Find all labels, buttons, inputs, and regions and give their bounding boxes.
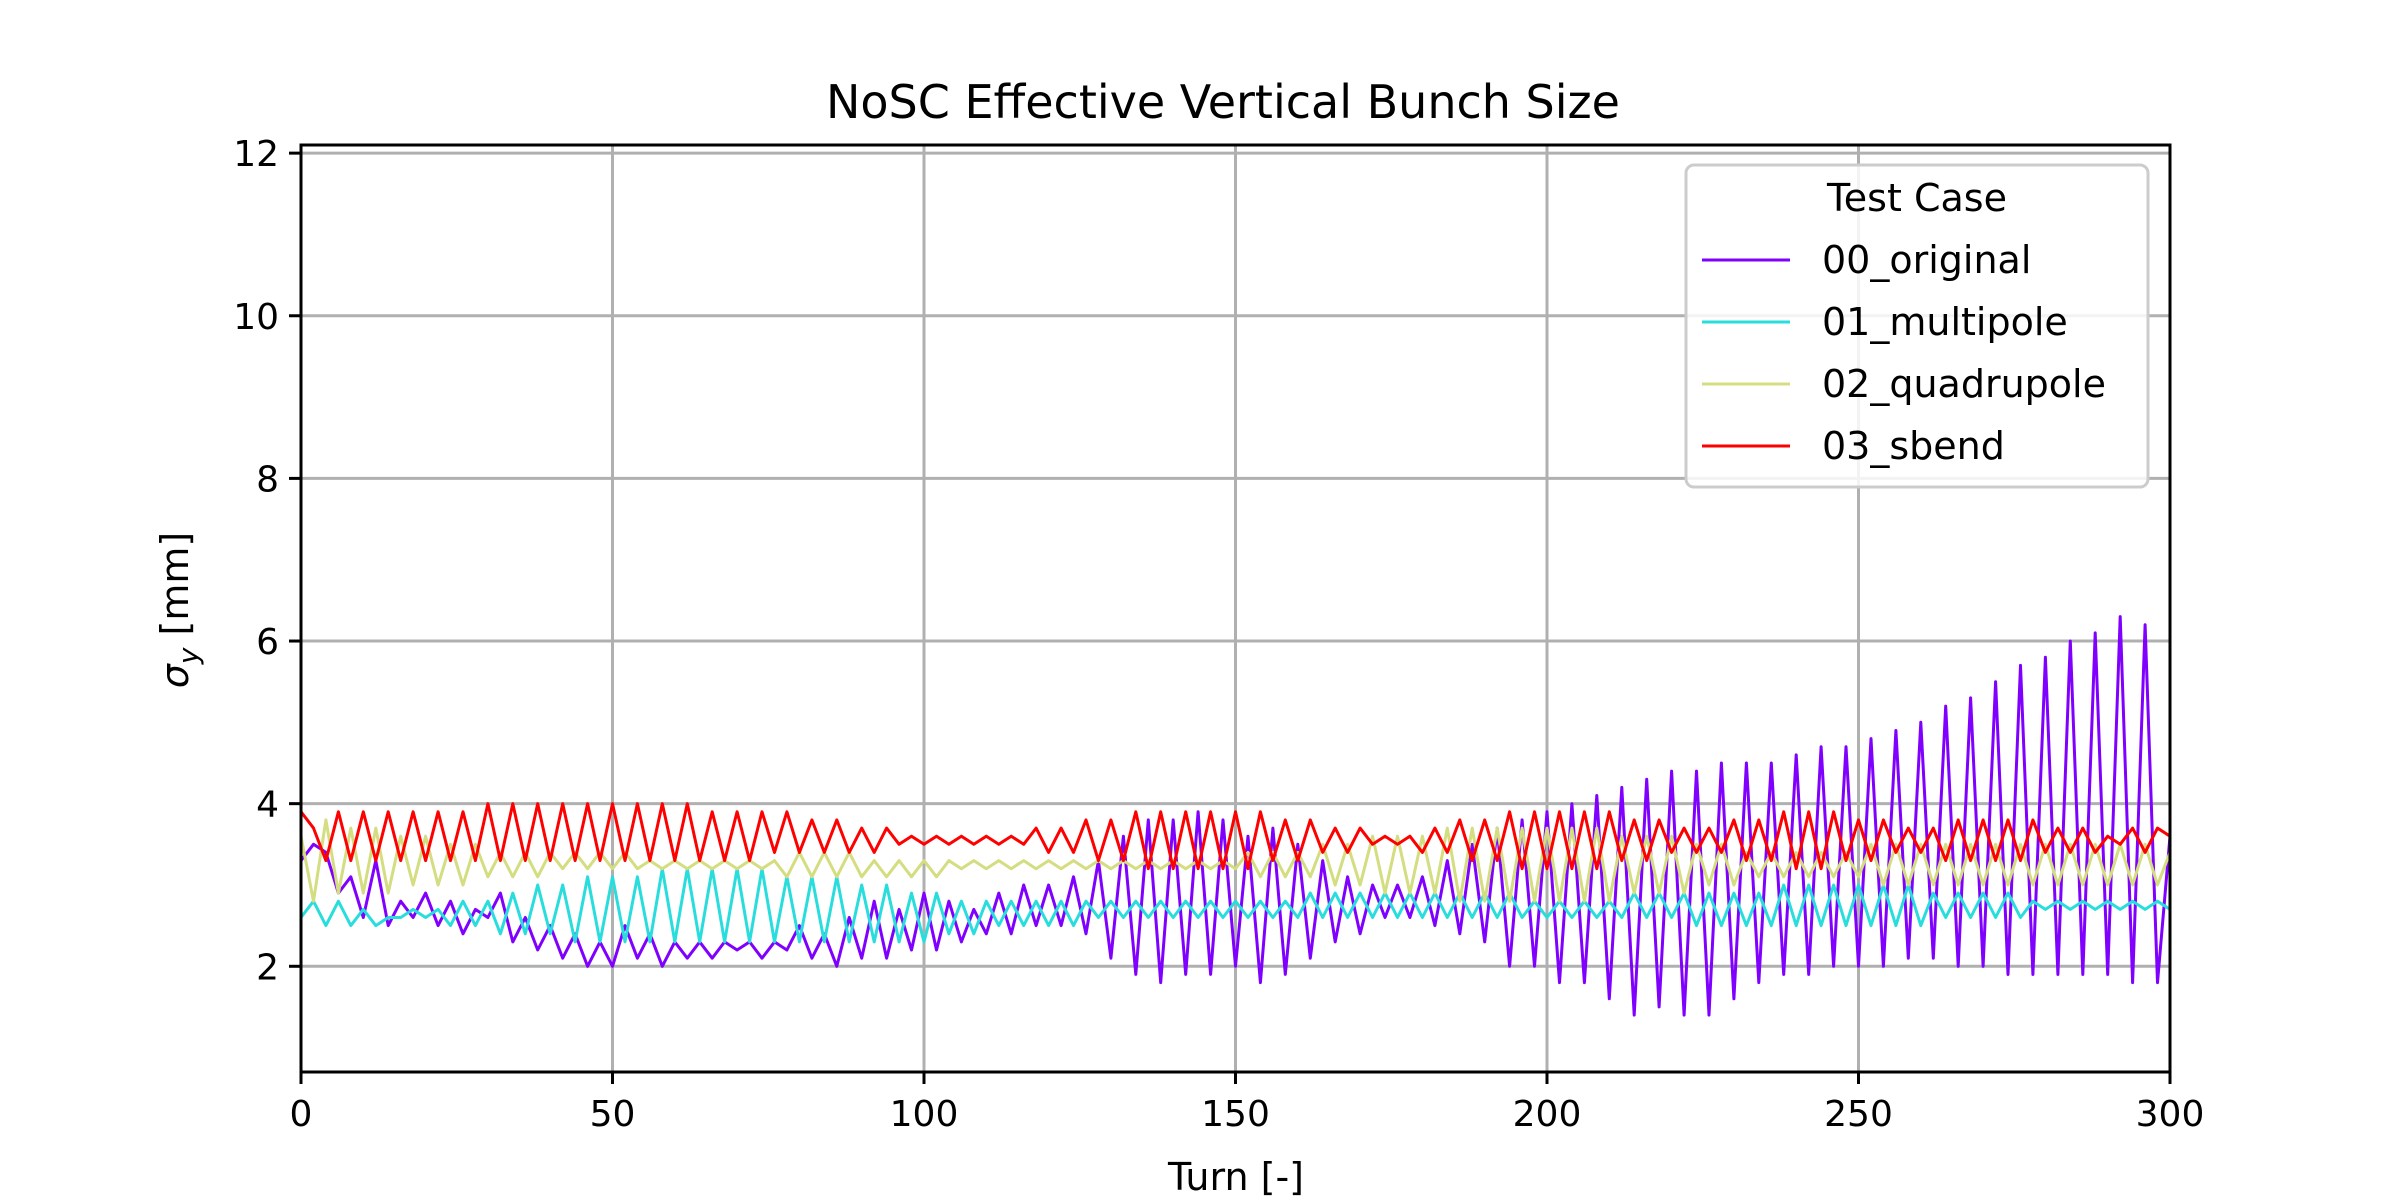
legend: Test Case 00_original 01_multipole 02_quad… (1684, 163, 2150, 489)
series-line-00-original (301, 615, 2170, 1017)
legend-box (1684, 163, 2150, 489)
y-axis-label-subscript: y (172, 647, 205, 665)
legend-title: Test Case (1826, 176, 2007, 220)
y-axis-label-unit: [mm] (153, 532, 197, 648)
x-tick-label: 50 (590, 1094, 636, 1135)
series-line-03-sbend (301, 802, 2170, 871)
legend-label: 00_original (1822, 238, 2031, 282)
series-layer (301, 615, 2170, 1017)
legend-items: 00_original 01_multipole 02_quadrupole 03_s… (1702, 238, 2106, 468)
x-tick-label: 200 (1513, 1094, 1582, 1135)
series-line-01-multipole (301, 867, 2170, 944)
y-tick-label: 8 (256, 459, 279, 500)
x-tick-label: 250 (1824, 1094, 1893, 1135)
y-axis-label: σy [mm] (153, 532, 205, 688)
x-tick-label: 150 (1201, 1094, 1270, 1135)
y-tick-label: 4 (256, 785, 279, 826)
legend-label: 03_sbend (1822, 424, 2005, 468)
series-line-02-quadrupole (301, 818, 2170, 903)
x-tick-label: 100 (890, 1094, 959, 1135)
x-tick-label: 300 (2136, 1094, 2205, 1135)
x-tick-label: 0 (290, 1094, 313, 1135)
y-tick-label: 12 (233, 134, 279, 175)
legend-label: 01_multipole (1822, 300, 2068, 344)
chart-title: NoSC Effective Vertical Bunch Size (826, 75, 1620, 129)
axis-ticks: 0 50 100 150 200 250 300 2 4 6 8 10 12 (233, 134, 2204, 1135)
y-tick-label: 6 (256, 622, 279, 663)
y-axis-label-symbol: σ (153, 662, 197, 688)
legend-label: 02_quadrupole (1822, 362, 2106, 406)
x-axis-label: Turn [-] (1167, 1155, 1304, 1199)
y-tick-label: 10 (233, 297, 279, 338)
y-tick-label: 2 (256, 947, 279, 988)
